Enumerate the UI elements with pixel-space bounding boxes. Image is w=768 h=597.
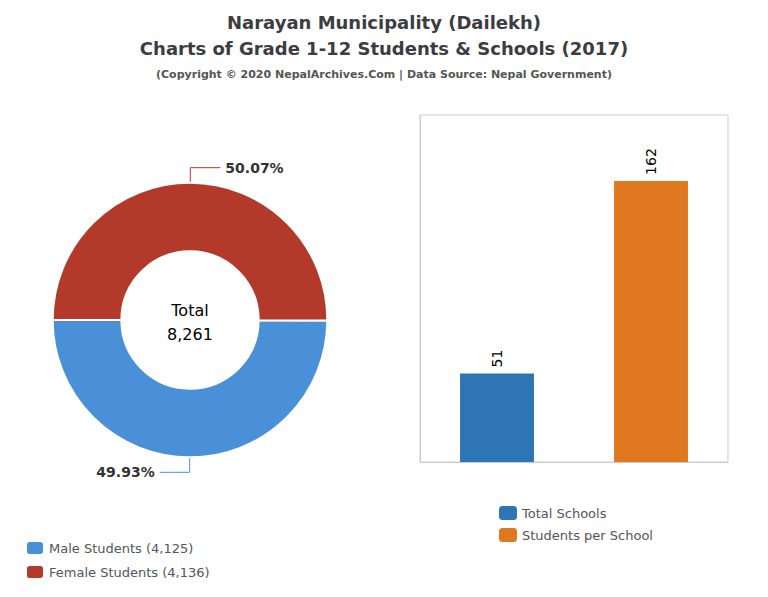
svg-text:Male Students (4,125): Male Students (4,125) xyxy=(49,541,193,556)
svg-text:Total: Total xyxy=(170,301,208,320)
svg-text:Narayan Municipality (Dailekh): Narayan Municipality (Dailekh) xyxy=(227,12,541,33)
svg-text:51: 51 xyxy=(489,350,505,368)
svg-text:8,261: 8,261 xyxy=(167,325,213,344)
svg-text:Total Schools: Total Schools xyxy=(521,506,607,521)
svg-text:Female Students (4,136): Female Students (4,136) xyxy=(49,565,210,580)
svg-text:Charts of Grade 1-12 Students: Charts of Grade 1-12 Students & Schools … xyxy=(140,38,628,59)
svg-text:49.93%: 49.93% xyxy=(96,464,154,480)
svg-text:50.07%: 50.07% xyxy=(225,160,283,176)
svg-text:Students per School: Students per School xyxy=(522,528,653,543)
svg-text:162: 162 xyxy=(643,148,659,175)
svg-text:(Copyright © 2020 NepalArchive: (Copyright © 2020 NepalArchives.Com | Da… xyxy=(156,68,612,81)
